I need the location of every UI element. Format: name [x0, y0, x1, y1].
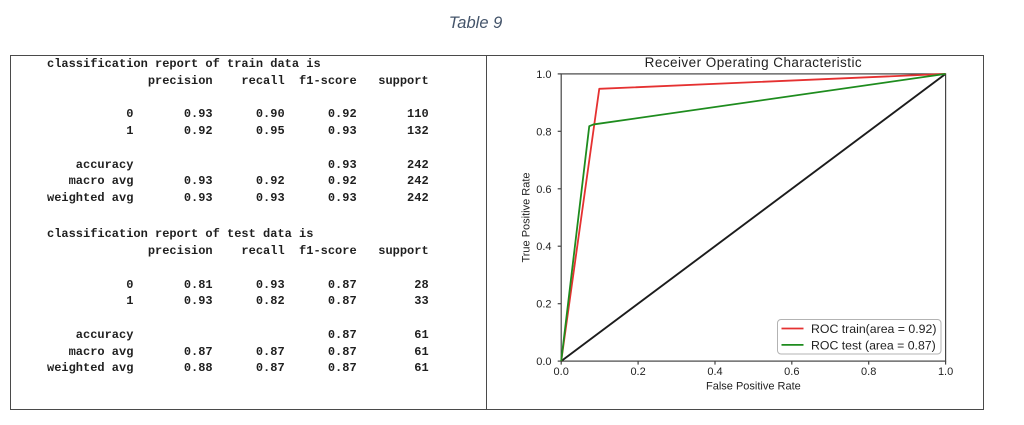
svg-text:0.6: 0.6: [784, 366, 799, 378]
svg-text:0.0: 0.0: [554, 366, 569, 378]
svg-text:0.8: 0.8: [861, 366, 876, 378]
svg-text:0.8: 0.8: [536, 126, 551, 138]
svg-text:ROC test (area = 0.87): ROC test (area = 0.87): [811, 338, 936, 352]
svg-text:0.2: 0.2: [536, 299, 551, 311]
svg-text:Receiver Operating Characteris: Receiver Operating Characteristic: [645, 55, 862, 70]
svg-text:0.4: 0.4: [536, 241, 551, 253]
svg-text:0.4: 0.4: [707, 366, 722, 378]
svg-text:ROC train(area = 0.92): ROC train(area = 0.92): [811, 322, 936, 336]
svg-text:False Positive Rate: False Positive Rate: [706, 380, 801, 392]
svg-text:0.0: 0.0: [536, 356, 551, 368]
svg-text:1.0: 1.0: [536, 69, 551, 81]
svg-text:0.2: 0.2: [630, 366, 645, 378]
svg-text:True Positive Rate: True Positive Rate: [521, 172, 533, 262]
svg-text:0.6: 0.6: [536, 184, 551, 196]
svg-text:1.0: 1.0: [938, 366, 953, 378]
